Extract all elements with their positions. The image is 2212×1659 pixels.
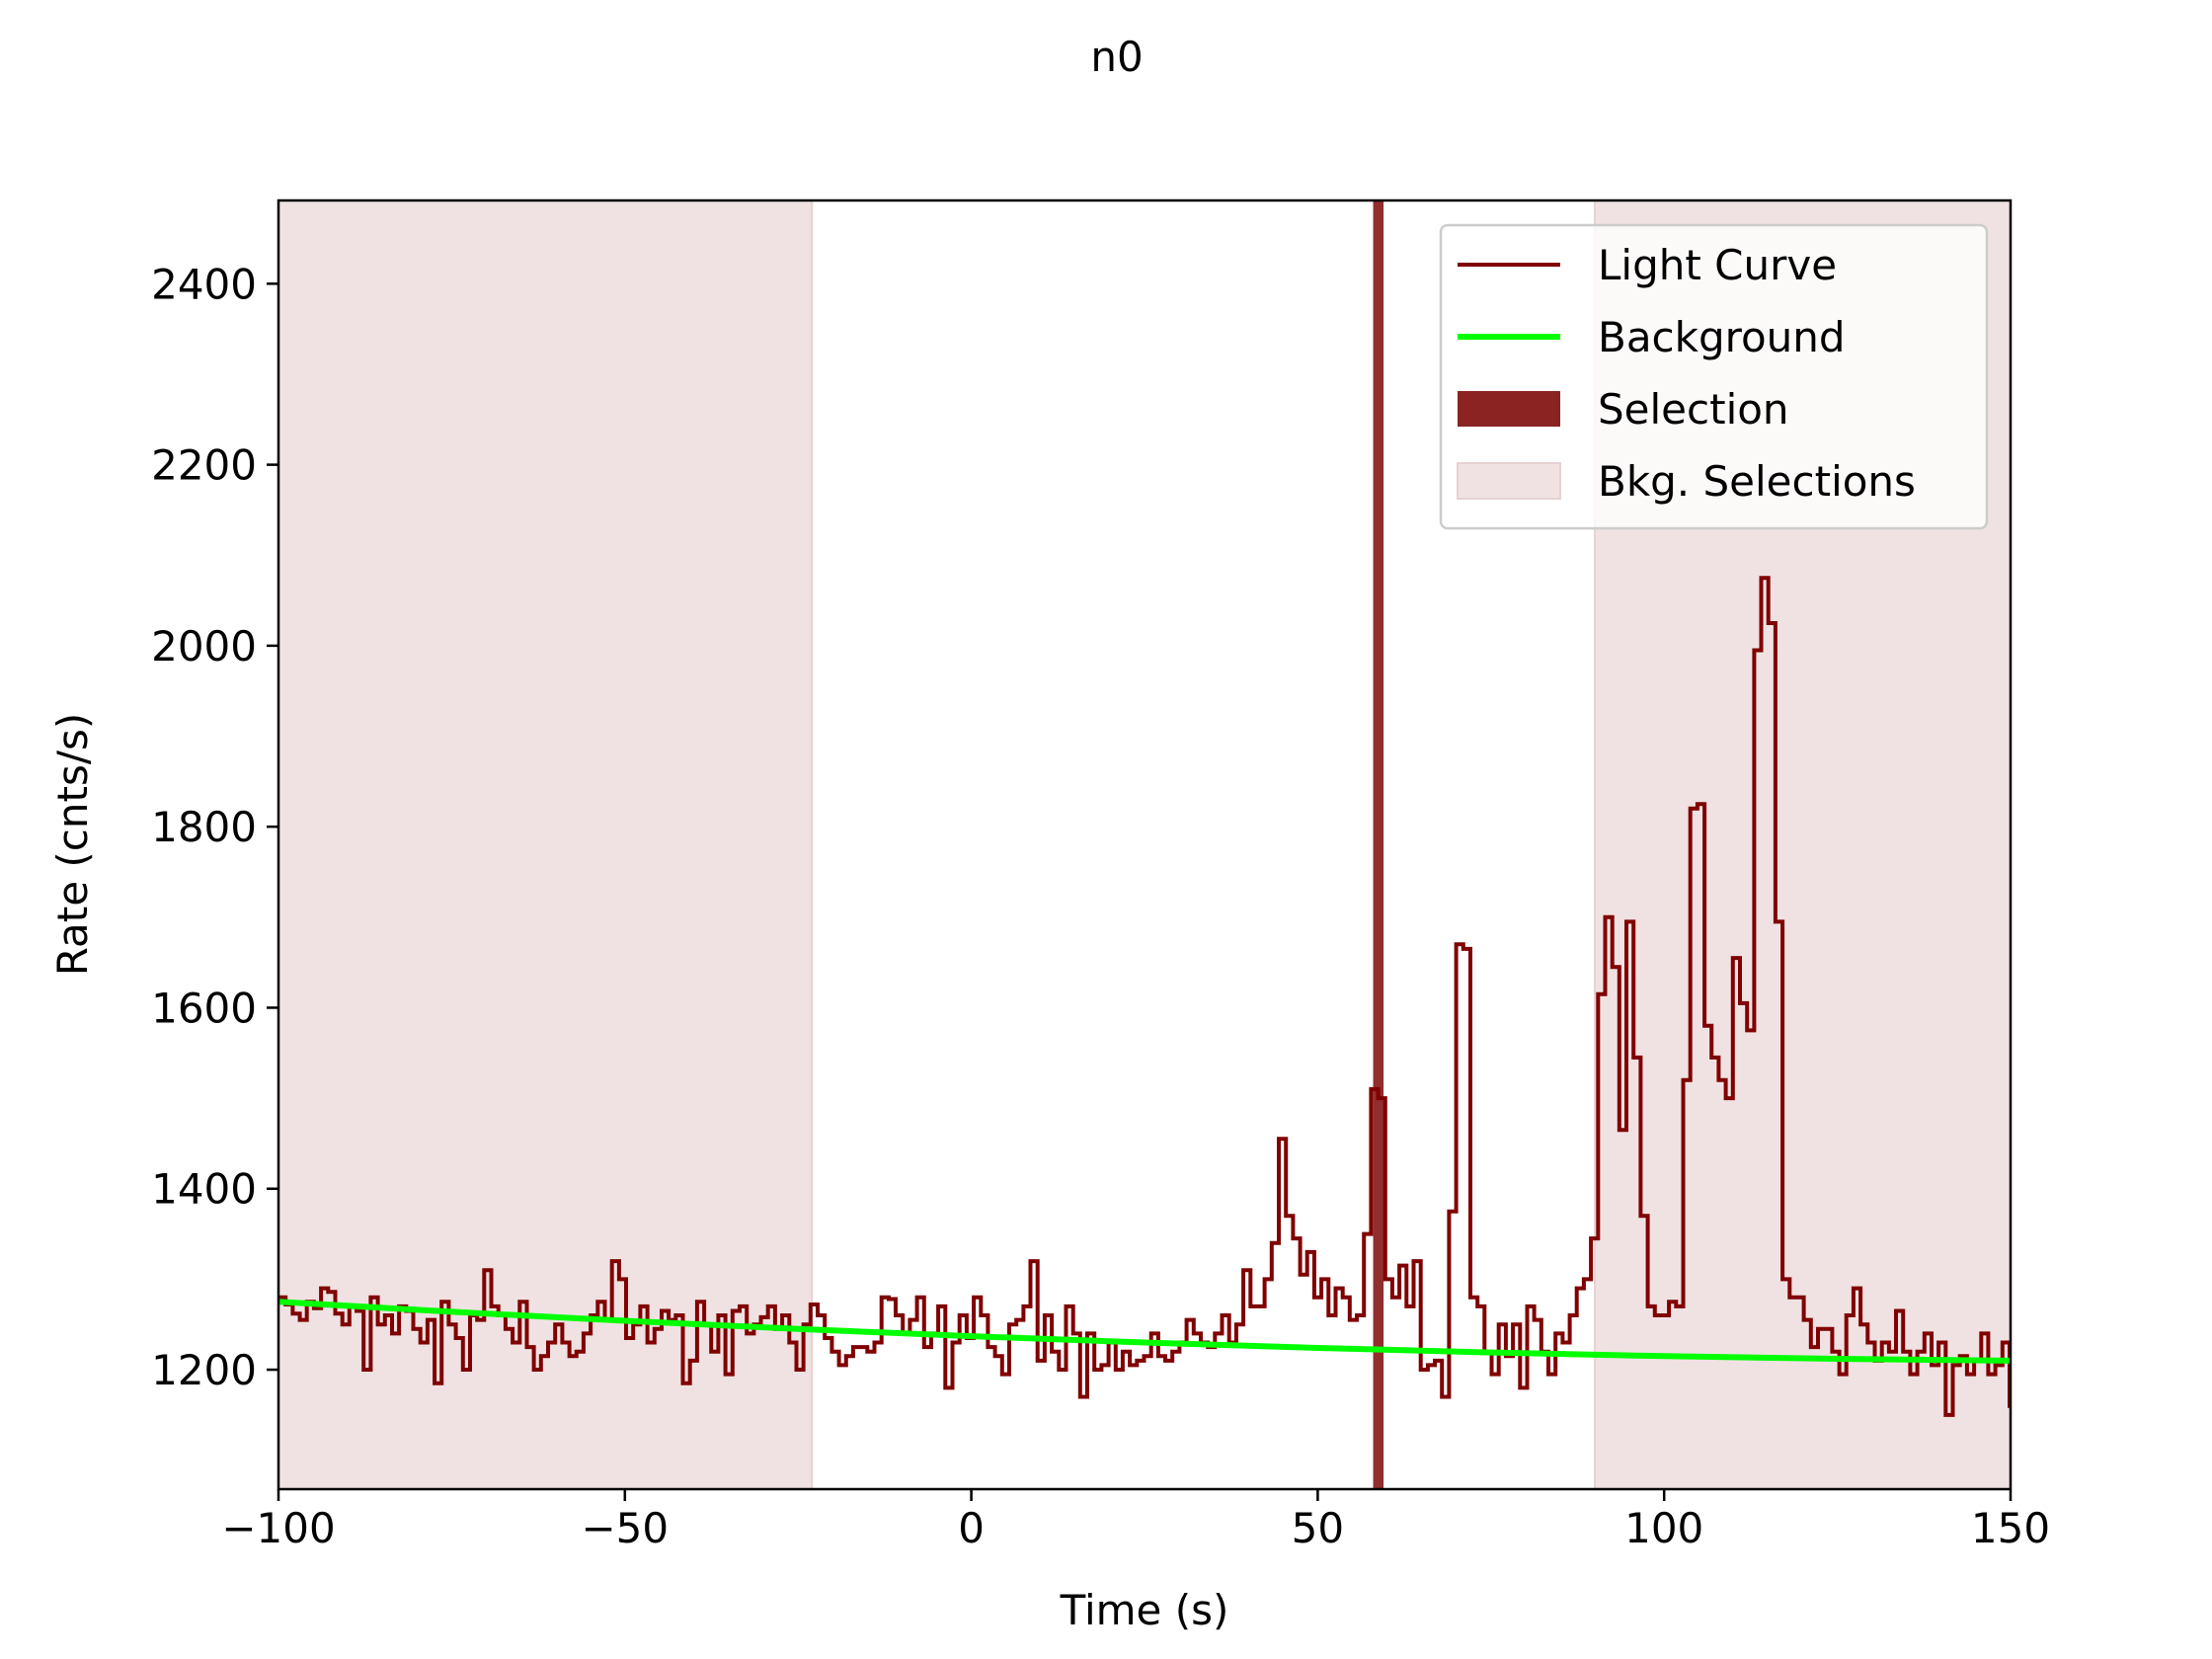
- x-axis: −100 −50 0 50 100 150: [221, 1489, 2050, 1552]
- y-tick-label: 2200: [151, 441, 257, 490]
- x-tick-label: −100: [221, 1504, 335, 1552]
- legend-label: Bkg. Selections: [1598, 457, 1916, 506]
- background-series: [278, 1299, 2011, 1364]
- x-tick-label: 150: [1971, 1504, 2050, 1552]
- background-layer: [278, 1299, 2011, 1364]
- bkg-selection-region: [278, 200, 814, 1489]
- x-tick-label: −50: [581, 1504, 669, 1552]
- legend-swatch-patch: [1458, 391, 1560, 427]
- legend-label: Background: [1598, 313, 1846, 361]
- y-tick-label: 2000: [151, 622, 257, 671]
- x-axis-label: Time (s): [1060, 1586, 1229, 1634]
- y-axis: 1200 1400 1600 1800 2000 2200 2400: [151, 260, 278, 1394]
- selection-layer: [1373, 200, 1384, 1489]
- y-tick-label: 1600: [151, 984, 257, 1032]
- y-tick-label: 1200: [151, 1346, 257, 1394]
- x-tick-label: 100: [1624, 1504, 1703, 1552]
- x-tick-label: 0: [958, 1504, 985, 1552]
- selection-region: [1373, 200, 1384, 1489]
- y-axis-label: Rate (cnts/s): [48, 713, 97, 977]
- legend: Light Curve Background Selection Bkg. Selec…: [1439, 223, 1989, 530]
- chart-title: n0: [1090, 33, 1143, 81]
- light-curve-series: [278, 576, 2011, 1417]
- legend-label: Light Curve: [1598, 241, 1837, 289]
- light-curve-layer: [278, 576, 2011, 1417]
- legend-swatch-patch: [1457, 462, 1561, 500]
- y-tick-label: 1800: [151, 803, 257, 851]
- y-tick-label: 2400: [151, 260, 257, 308]
- y-tick-label: 1400: [151, 1165, 257, 1214]
- legend-label: Selection: [1598, 385, 1789, 434]
- legend-box: [1439, 223, 1989, 530]
- x-tick-label: 50: [1292, 1504, 1344, 1552]
- plot-frame: [276, 198, 2013, 1491]
